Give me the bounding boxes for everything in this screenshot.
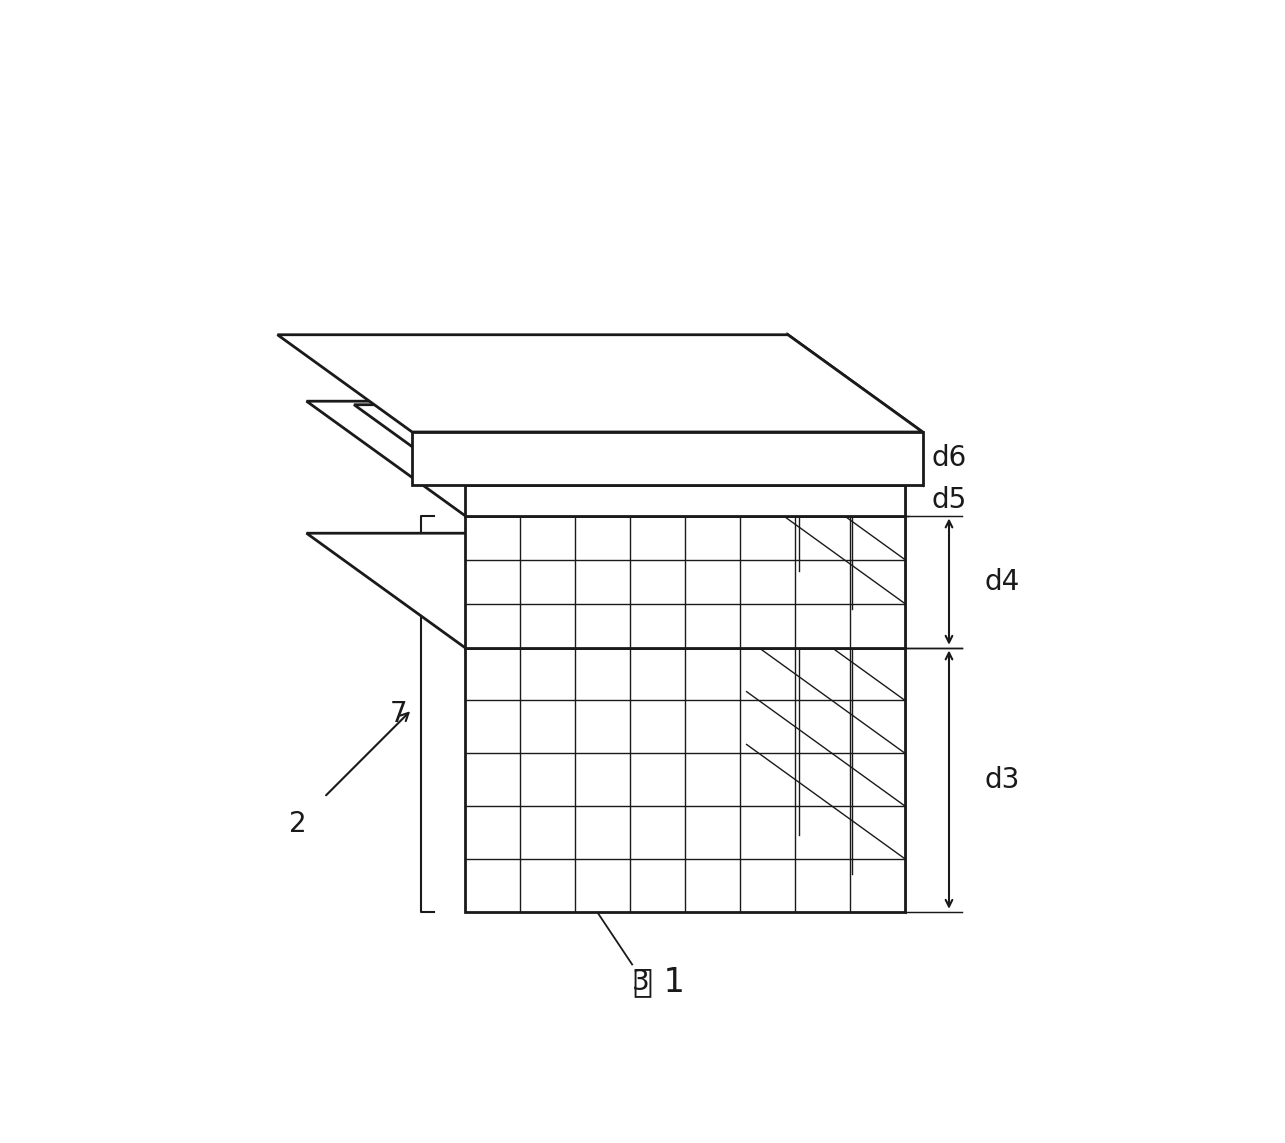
Polygon shape <box>307 401 905 515</box>
Polygon shape <box>307 533 905 648</box>
Text: d5: d5 <box>932 486 966 514</box>
Text: d6: d6 <box>932 445 966 472</box>
Polygon shape <box>794 405 905 515</box>
Text: 7: 7 <box>391 700 407 728</box>
Polygon shape <box>278 335 923 432</box>
Text: 2: 2 <box>289 809 307 838</box>
Polygon shape <box>465 485 905 515</box>
Polygon shape <box>747 401 905 648</box>
Polygon shape <box>412 432 923 485</box>
Text: 5: 5 <box>360 361 377 389</box>
Polygon shape <box>465 515 905 648</box>
Text: 3: 3 <box>632 968 650 996</box>
Text: 图 1: 图 1 <box>632 966 685 999</box>
Text: 6: 6 <box>580 374 598 402</box>
Polygon shape <box>355 405 905 485</box>
Text: 4: 4 <box>531 642 549 671</box>
Text: d4: d4 <box>984 568 1019 596</box>
Polygon shape <box>788 335 923 485</box>
Polygon shape <box>465 648 905 912</box>
Polygon shape <box>747 533 905 912</box>
Text: d3: d3 <box>984 766 1019 793</box>
